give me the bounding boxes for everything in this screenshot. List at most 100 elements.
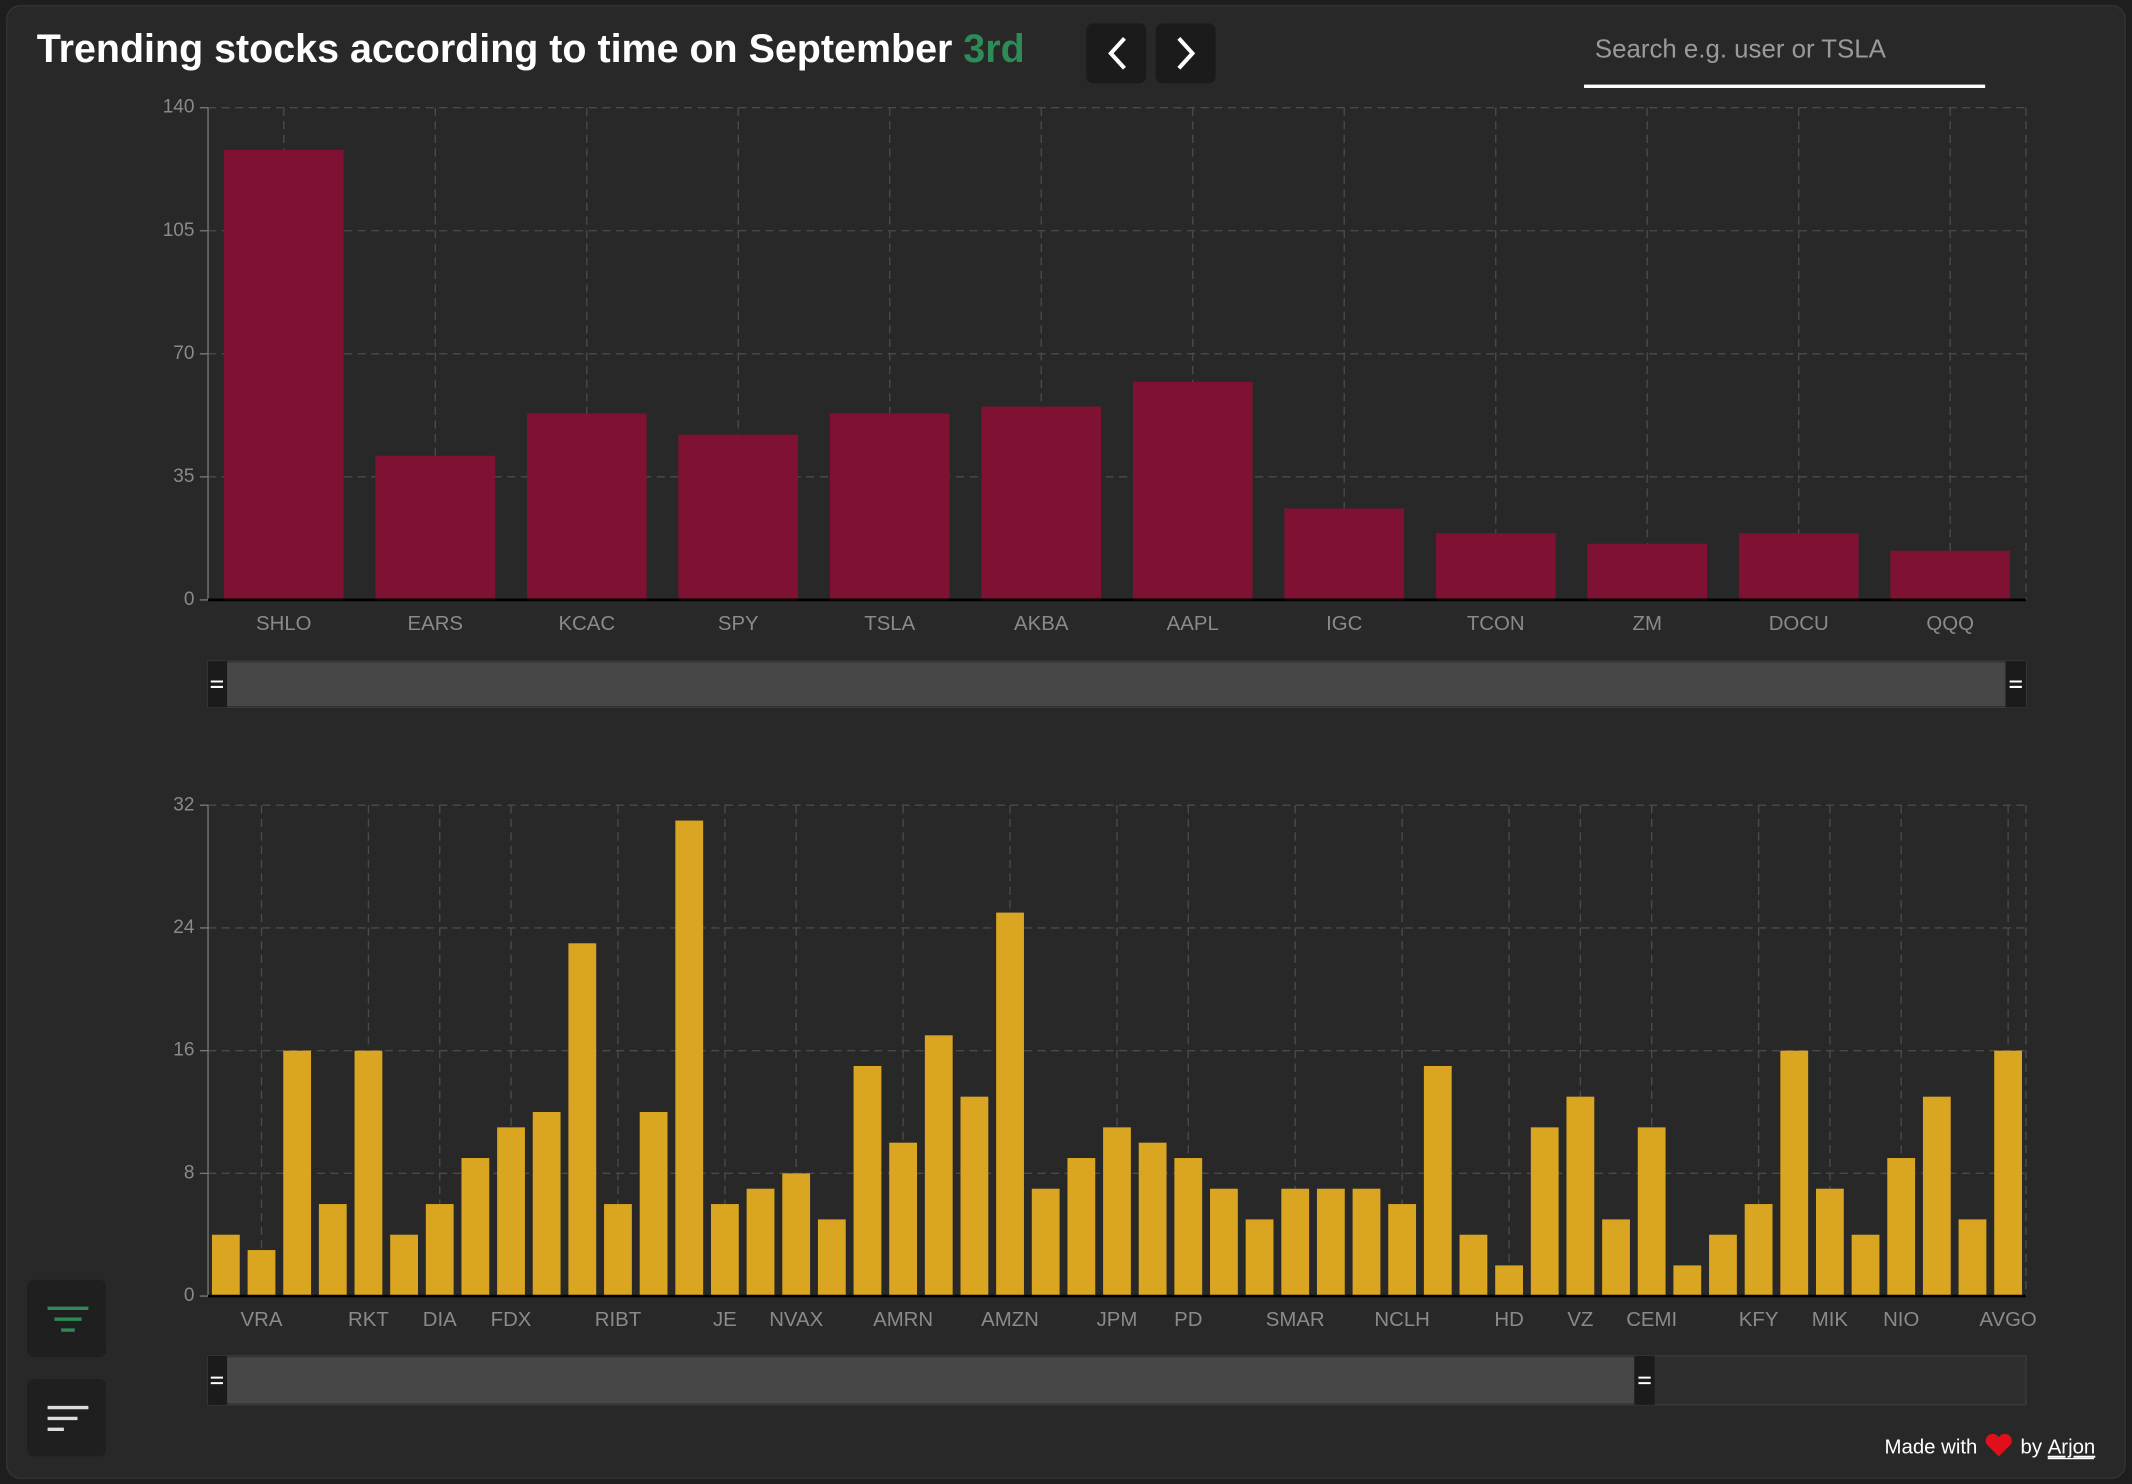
- next-icon[interactable]: [1177, 36, 1196, 70]
- bar: [532, 1112, 561, 1297]
- bar: [318, 1204, 347, 1297]
- slider-range[interactable]: [227, 1357, 1635, 1404]
- x-tick-label: JE: [713, 1309, 737, 1331]
- footer-author-link[interactable]: Arjon: [2048, 1437, 2096, 1459]
- bar: [1459, 1234, 1488, 1297]
- x-tick-label: JPM: [1097, 1309, 1138, 1331]
- prev-icon[interactable]: [1108, 36, 1126, 70]
- x-tick-label: AVGO: [1979, 1309, 2036, 1331]
- bar: [1815, 1188, 1844, 1297]
- heart-icon: [1985, 1433, 2012, 1457]
- bar: [1637, 1127, 1666, 1297]
- y-tick-label: 70: [173, 343, 194, 364]
- x-tick-label: FDX: [491, 1309, 532, 1331]
- slider-range[interactable]: [227, 662, 2006, 706]
- slider-handle[interactable]: [208, 661, 228, 708]
- bar: [996, 912, 1024, 1297]
- search-placeholder[interactable]: Search e.g. user or TSLA: [1595, 35, 1887, 63]
- bar: [1132, 381, 1253, 600]
- bar: [247, 1250, 276, 1297]
- bar: [960, 1096, 989, 1297]
- footer-made-with: Made with: [1885, 1437, 1978, 1459]
- x-tick-label: MIK: [1812, 1309, 1849, 1331]
- bar: [1067, 1158, 1096, 1297]
- footer-by: by: [2021, 1437, 2043, 1459]
- x-tick-label: ZM: [1633, 613, 1662, 635]
- x-tick-label: TCON: [1467, 613, 1525, 635]
- bar: [1210, 1188, 1238, 1297]
- x-tick-label: CEMI: [1626, 1309, 1677, 1331]
- y-tick-label: 0: [184, 589, 195, 610]
- sort-button[interactable]: [27, 1379, 107, 1457]
- slider-handle[interactable]: [1634, 1355, 1655, 1405]
- bar: [375, 455, 496, 600]
- y-tick-label: 140: [163, 97, 195, 118]
- bar: [1958, 1219, 1987, 1297]
- bar: [211, 1234, 240, 1297]
- title: Trending stocks according to time on Sep…: [37, 27, 1025, 71]
- x-tick-label: VRA: [241, 1309, 283, 1331]
- bar: [829, 413, 950, 600]
- slider-grip: [210, 680, 2022, 688]
- slider-handle[interactable]: [2005, 661, 2026, 708]
- title-date: 3rd: [963, 27, 1024, 71]
- x-tick-label: NIO: [1883, 1309, 1919, 1331]
- link-underline: [2047, 1457, 2094, 1460]
- x-tick-label: VZ: [1567, 1309, 1593, 1331]
- prev-button[interactable]: [1086, 23, 1147, 84]
- search-box[interactable]: Search e.g. user or TSLA: [1584, 22, 1986, 88]
- bar: [1602, 1219, 1630, 1297]
- sort-icon[interactable]: [47, 1405, 89, 1432]
- bar: [354, 1050, 383, 1297]
- bar: [1388, 1204, 1417, 1297]
- y-tick-label: 24: [173, 917, 195, 938]
- bar: [1744, 1204, 1773, 1297]
- next-button-bg[interactable]: [1155, 23, 1216, 84]
- bar: [1922, 1096, 1951, 1297]
- bar: [924, 1035, 953, 1297]
- x-tick-label: RIBT: [595, 1309, 641, 1331]
- x-tick-label: KCAC: [558, 613, 615, 635]
- x-tick-label: IGC: [1326, 613, 1362, 635]
- bar: [425, 1204, 454, 1297]
- bar: [1138, 1142, 1167, 1297]
- x-tick-label: DIA: [423, 1309, 457, 1331]
- x-tick-label: KFY: [1739, 1309, 1779, 1331]
- zoom-slider-bottom[interactable]: [207, 1355, 2027, 1406]
- bar: [604, 1204, 632, 1297]
- bar: [1435, 533, 1556, 600]
- bar: [1352, 1188, 1381, 1297]
- bar: [1566, 1096, 1595, 1297]
- title-text: Trending stocks according to time on Sep…: [37, 27, 953, 71]
- bar: [1673, 1265, 1702, 1297]
- bar: [568, 943, 597, 1297]
- x-tick-label: SHLO: [256, 613, 311, 635]
- bar: [1887, 1158, 1916, 1297]
- next-button[interactable]: [1155, 23, 1216, 84]
- x-tick-label: NCLH: [1374, 1309, 1429, 1331]
- bar: [461, 1158, 490, 1297]
- x-tick-label: TSLA: [864, 613, 915, 635]
- filter-icon[interactable]: [47, 1306, 89, 1332]
- x-tick-label: SPY: [718, 613, 759, 635]
- x-tick-label: AAPL: [1167, 613, 1219, 635]
- bar: [1284, 508, 1405, 600]
- bar: [283, 1050, 312, 1297]
- bar: [1587, 543, 1708, 600]
- bar: [1423, 1065, 1452, 1297]
- x-tick-label: AKBA: [1014, 613, 1069, 635]
- bar: [889, 1142, 918, 1297]
- bar: [526, 413, 647, 600]
- bar: [782, 1173, 811, 1297]
- filter-button[interactable]: [27, 1279, 107, 1358]
- bar: [817, 1219, 846, 1297]
- zoom-slider-top[interactable]: [207, 660, 2027, 709]
- bar: [223, 149, 344, 600]
- prev-button-bg[interactable]: [1086, 23, 1147, 84]
- bar: [1316, 1188, 1345, 1297]
- bar: [1851, 1234, 1880, 1297]
- bar: [746, 1188, 775, 1297]
- bar: [1738, 533, 1859, 600]
- slider-handle[interactable]: [208, 1355, 228, 1405]
